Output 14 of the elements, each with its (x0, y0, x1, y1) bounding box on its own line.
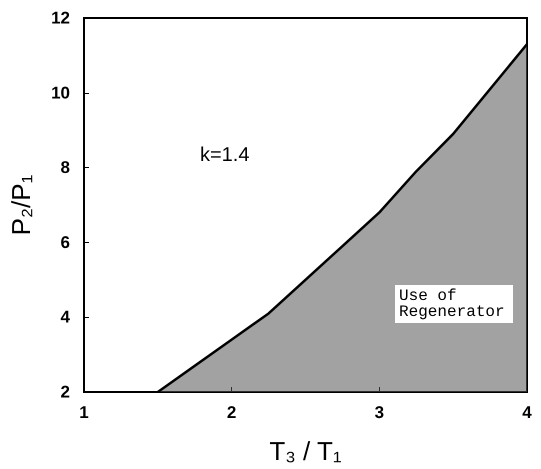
annotation: Use of Regenerator (399, 287, 505, 321)
x-tick-label: 2 (226, 403, 236, 422)
y-tick-label: 12 (51, 8, 70, 28)
x-tick-label: 1 (79, 403, 89, 422)
x-axis-title: T₃ / T₁ (269, 436, 342, 466)
y-tick-label: 10 (51, 83, 70, 102)
y-axis-title: P₂/P₁ (6, 174, 36, 236)
y-tick-label: 4 (60, 308, 71, 327)
y-tick-label: 8 (60, 158, 70, 178)
y-tick-label: 2 (60, 382, 70, 402)
annotation: k=1.4 (200, 144, 250, 166)
y-tick-label: 6 (60, 232, 70, 252)
x-tick-label: 4 (522, 403, 532, 422)
x-tick-label: 3 (374, 403, 384, 422)
